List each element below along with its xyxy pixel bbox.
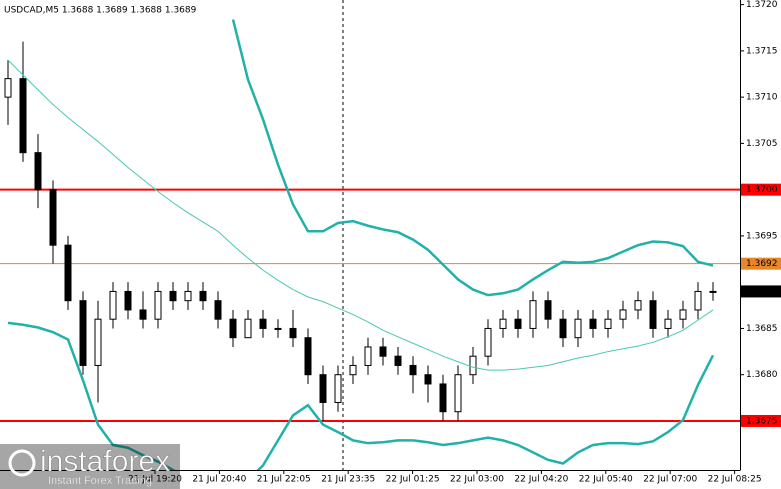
candle-body: [664, 318, 672, 329]
watermark: instaforex Instant Forex Trading: [0, 444, 180, 489]
y-tick-label: 1.3715: [746, 46, 778, 56]
candle-body: [409, 364, 417, 376]
candle-body: [319, 374, 327, 403]
candle-body: [79, 300, 87, 366]
candle-body: [679, 309, 687, 320]
candle-body: [469, 355, 477, 376]
candle-body: [514, 318, 522, 329]
candle-body: [559, 318, 567, 339]
candle-body: [94, 318, 102, 366]
candle-body: [529, 300, 537, 329]
band-line: [7, 59, 714, 371]
candle-body: [394, 355, 402, 366]
y-tick-label: 1.3695: [746, 231, 778, 241]
y-tick-label: 1.3710: [746, 93, 778, 103]
candle-body: [199, 290, 207, 302]
candle-body: [289, 327, 297, 339]
candle-body: [244, 318, 252, 339]
candle-body: [274, 327, 282, 330]
candle-body: [499, 318, 507, 329]
x-tick-label: 22 Jul 01:25: [386, 475, 440, 485]
x-tick-label: 21 Jul 23:35: [321, 475, 375, 485]
candle-body: [19, 78, 27, 154]
candle-body: [259, 318, 267, 329]
candle-body: [379, 346, 387, 357]
candle-body: [124, 290, 132, 311]
candle-body: [34, 152, 42, 191]
candle-body: [64, 244, 72, 302]
candle-body: [424, 374, 432, 385]
x-tick-label: 22 Jul 04:20: [514, 475, 568, 485]
x-tick-label: 22 Jul 07:00: [643, 475, 697, 485]
candle-body: [709, 290, 717, 293]
x-tick-label: 21 Jul 19:20: [128, 475, 182, 485]
y-tick-label: 1.3685: [746, 324, 778, 334]
candle-body: [589, 318, 597, 329]
candle-body: [454, 374, 462, 413]
candle-body: [574, 318, 582, 339]
candle-body: [304, 337, 312, 376]
level-label-bg: [741, 183, 781, 196]
plot-area: [0, 19, 740, 470]
level-label-bg: [741, 257, 781, 270]
candle-body: [334, 374, 342, 403]
band-line: [231, 19, 714, 297]
level-label-bg: [741, 414, 781, 427]
level-label: 1.3700: [746, 185, 778, 195]
x-tick-label: 21 Jul 22:05: [257, 475, 311, 485]
candle-body: [544, 300, 552, 320]
candle-body: [214, 300, 222, 320]
candle-body: [484, 327, 492, 357]
x-tick-label: 22 Jul 08:25: [708, 475, 762, 485]
candle-body: [604, 318, 612, 329]
candle-body: [619, 309, 627, 320]
watermark-tagline: Instant Forex Trading: [48, 475, 152, 487]
y-tick-label: 1.3720: [746, 0, 778, 10]
current-price-bg: [741, 285, 781, 298]
x-tick-label: 22 Jul 05:40: [579, 475, 633, 485]
candle-body: [109, 290, 117, 320]
candle-body: [349, 364, 357, 376]
candle-body: [184, 290, 192, 302]
current-price-label: 1.3689: [746, 287, 778, 297]
level-label: 1.3675: [746, 416, 778, 426]
watermark-brand: instaforex: [40, 445, 170, 478]
candle-body: [634, 300, 642, 311]
watermark-logo: [8, 449, 36, 477]
candle-body: [139, 309, 147, 320]
candle-body: [229, 318, 237, 339]
candle-body: [49, 189, 57, 246]
level-label: 1.3692: [746, 259, 778, 269]
x-tick-label: 22 Jul 03:00: [450, 475, 504, 485]
candle-body: [439, 383, 447, 413]
band-line: [7, 321, 715, 470]
y-tick-label: 1.3680: [746, 370, 778, 380]
candle-body: [649, 300, 657, 329]
candle-body: [364, 346, 372, 366]
candle-body: [694, 290, 702, 311]
candle-body: [169, 290, 177, 302]
y-tick-label: 1.3705: [746, 139, 778, 149]
candle-body: [4, 78, 12, 98]
x-tick-label: 21 Jul 20:40: [192, 475, 246, 485]
candle-body: [154, 290, 162, 320]
watermark-bg: [0, 444, 180, 489]
chart-title: USDCAD,M5 1.3688 1.3689 1.3688 1.3689: [4, 6, 197, 16]
